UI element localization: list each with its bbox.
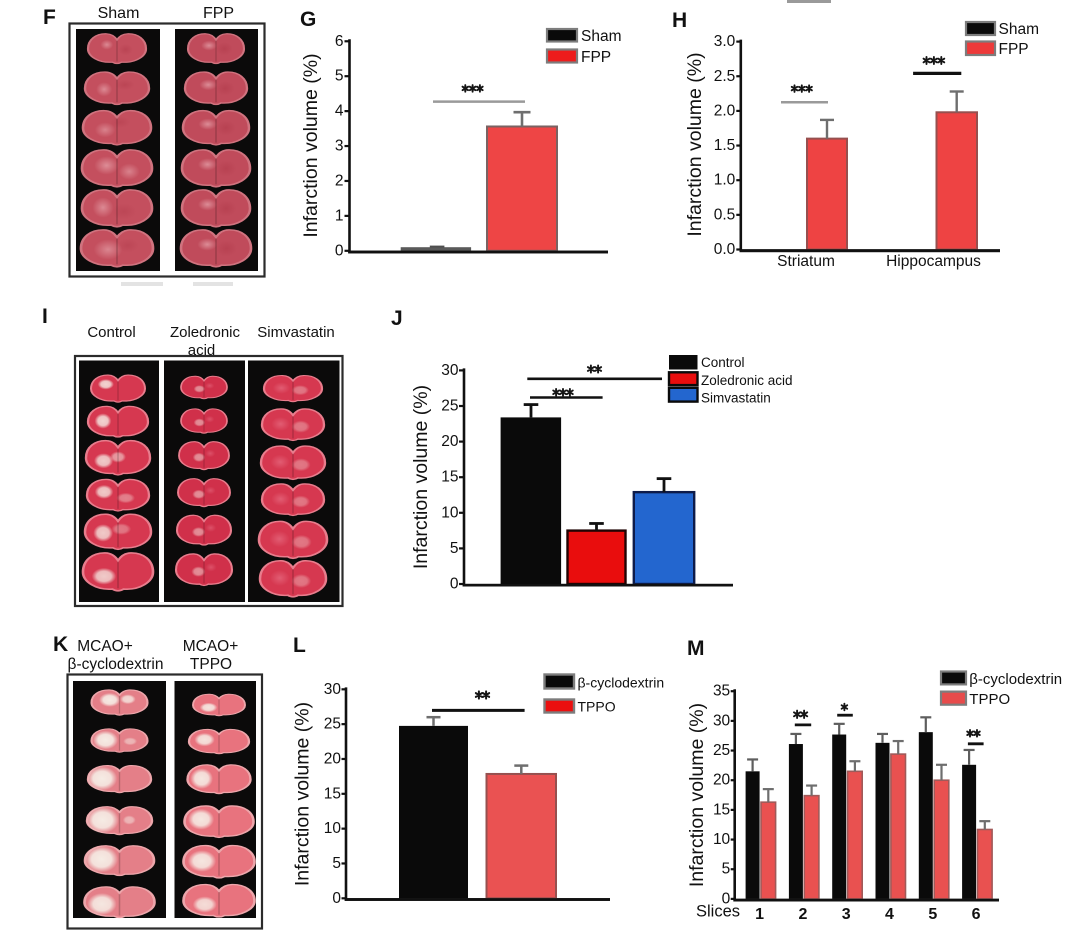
- svg-text:5: 5: [332, 855, 341, 872]
- svg-text:MCAO+: MCAO+: [77, 638, 133, 655]
- svg-text:TPPO: TPPO: [969, 691, 1010, 708]
- svg-text:6: 6: [972, 906, 981, 923]
- svg-text:15: 15: [713, 801, 730, 818]
- svg-text:Slices: Slices: [696, 903, 740, 921]
- svg-text:5: 5: [450, 540, 459, 557]
- svg-text:5: 5: [928, 906, 937, 923]
- svg-text:Infarction volume (%): Infarction volume (%): [292, 702, 314, 886]
- svg-text:G: G: [300, 8, 316, 31]
- svg-text:M: M: [687, 637, 705, 660]
- svg-text:F: F: [43, 6, 56, 29]
- svg-text:Infarction volume (%): Infarction volume (%): [686, 703, 708, 887]
- svg-text:0.5: 0.5: [714, 206, 736, 223]
- svg-text:30: 30: [324, 681, 342, 698]
- svg-text:25: 25: [324, 716, 341, 733]
- svg-text:10: 10: [713, 831, 731, 848]
- svg-text:Infarction volume (%): Infarction volume (%): [684, 52, 706, 236]
- svg-text:35: 35: [713, 683, 730, 700]
- svg-text:5: 5: [335, 68, 344, 85]
- svg-text:FPP: FPP: [203, 5, 234, 22]
- svg-text:30: 30: [713, 712, 731, 729]
- svg-text:TPPO: TPPO: [190, 656, 232, 673]
- svg-text:Zoledronic: Zoledronic: [170, 324, 241, 341]
- svg-text:acid: acid: [188, 342, 216, 359]
- svg-text:β-cyclodextrin: β-cyclodextrin: [969, 671, 1062, 688]
- svg-text:MCAO+: MCAO+: [183, 638, 239, 655]
- svg-text:20: 20: [713, 772, 731, 789]
- svg-text:β-cyclodextrin: β-cyclodextrin: [68, 656, 164, 673]
- svg-text:3.0: 3.0: [714, 33, 736, 50]
- svg-text:Simvastatin: Simvastatin: [701, 391, 771, 406]
- svg-text:4: 4: [885, 906, 894, 923]
- svg-text:15: 15: [324, 785, 341, 802]
- svg-text:Hippocampus: Hippocampus: [886, 253, 981, 270]
- svg-text:Sham: Sham: [581, 28, 622, 45]
- svg-text:5: 5: [722, 861, 731, 878]
- svg-text:30: 30: [441, 362, 459, 379]
- svg-text:25: 25: [713, 742, 730, 759]
- svg-text:20: 20: [324, 750, 342, 767]
- svg-text:6: 6: [335, 33, 344, 50]
- svg-text:2.5: 2.5: [714, 68, 736, 85]
- svg-text:Striatum: Striatum: [777, 253, 835, 270]
- svg-text:Infarction volume (%): Infarction volume (%): [300, 53, 322, 237]
- svg-text:25: 25: [441, 398, 458, 415]
- svg-text:FPP: FPP: [999, 41, 1029, 58]
- svg-text:I: I: [42, 305, 48, 328]
- svg-text:0.0: 0.0: [714, 241, 736, 258]
- svg-text:Control: Control: [87, 324, 135, 341]
- svg-text:0: 0: [722, 890, 731, 907]
- svg-text:1: 1: [755, 906, 764, 923]
- svg-text:Sham: Sham: [999, 21, 1040, 38]
- svg-text:Infarction volume (%): Infarction volume (%): [410, 385, 432, 569]
- svg-text:10: 10: [441, 504, 459, 521]
- svg-text:2.0: 2.0: [714, 102, 736, 119]
- svg-text:Simvastatin: Simvastatin: [257, 324, 335, 341]
- svg-text:FPP: FPP: [581, 49, 611, 66]
- svg-text:3: 3: [842, 906, 851, 923]
- svg-text:0: 0: [332, 890, 341, 907]
- svg-text:J: J: [391, 307, 403, 330]
- svg-text:Control: Control: [701, 355, 745, 370]
- svg-text:L: L: [293, 634, 306, 657]
- svg-text:Zoledronic acid: Zoledronic acid: [701, 373, 793, 388]
- svg-text:1.5: 1.5: [714, 137, 736, 154]
- svg-text:TPPO: TPPO: [578, 699, 616, 715]
- svg-text:20: 20: [441, 433, 459, 450]
- svg-text:2: 2: [798, 906, 807, 923]
- svg-text:4: 4: [335, 103, 344, 120]
- svg-text:K: K: [53, 633, 68, 656]
- svg-text:10: 10: [324, 820, 342, 837]
- svg-text:1: 1: [335, 207, 344, 224]
- svg-text:2: 2: [335, 172, 344, 189]
- svg-text:Sham: Sham: [98, 5, 140, 22]
- svg-text:3: 3: [335, 138, 344, 155]
- svg-text:0: 0: [335, 242, 344, 259]
- svg-text:1.0: 1.0: [714, 172, 736, 189]
- svg-text:0: 0: [450, 576, 459, 593]
- svg-text:15: 15: [441, 469, 458, 486]
- svg-text:H: H: [672, 9, 687, 32]
- svg-text:β-cyclodextrin: β-cyclodextrin: [578, 675, 665, 691]
